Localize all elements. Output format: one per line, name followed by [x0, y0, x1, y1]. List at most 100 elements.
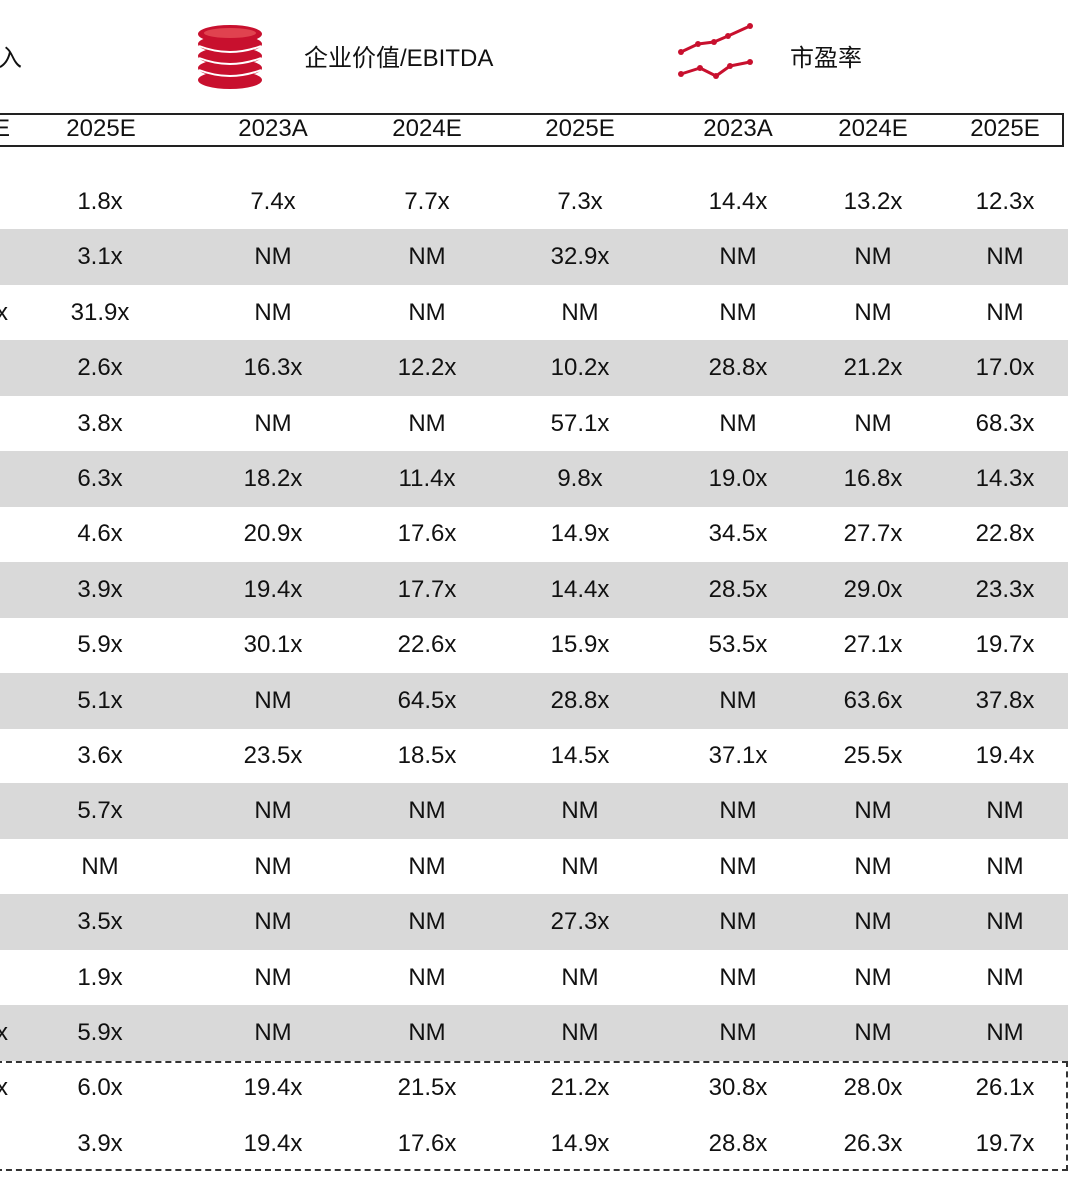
table-row	[0, 839, 1068, 895]
table-cell: 21.5x	[397, 1074, 457, 1102]
table-cell: 32.9x	[550, 243, 610, 271]
table-cell: 19.4x	[975, 742, 1035, 769]
table-cell: 12.3x	[975, 188, 1035, 215]
table-cell: 28.8x	[550, 686, 610, 714]
table-cell: NM	[561, 298, 599, 326]
line-trend-icon	[678, 23, 753, 79]
table-row	[0, 617, 1068, 673]
table-cell: 17.7x	[397, 575, 457, 603]
table-row	[0, 285, 1068, 341]
table-cell: NM	[408, 243, 446, 271]
table-cell: 22.8x	[975, 520, 1035, 548]
table-cell: 53.5x	[708, 631, 768, 659]
row-lead-fragment: x	[0, 1074, 8, 1102]
table-cell: 4.6x	[77, 520, 123, 548]
table-cell: NM	[254, 963, 292, 991]
table-cell: 28.8x	[708, 1129, 768, 1157]
table-cell: NM	[719, 852, 757, 880]
table-cell: NM	[719, 686, 757, 714]
table-cell: 23.3x	[975, 575, 1035, 603]
table-cell: NM	[254, 409, 292, 437]
table-cell: 7.7x	[404, 188, 450, 215]
table-cell: NM	[854, 852, 892, 880]
table-cell: NM	[719, 963, 757, 991]
table-cell: NM	[986, 1019, 1024, 1046]
table-cell: NM	[854, 797, 892, 825]
table-cell: 7.4x	[250, 188, 296, 215]
table-cell: 28.8x	[708, 354, 768, 382]
table-cell: 17.0x	[975, 354, 1035, 382]
table-cell: 27.1x	[843, 631, 903, 659]
table-cell: NM	[719, 797, 757, 825]
table-cell: 2.6x	[77, 354, 123, 382]
table-cell: 22.6x	[397, 631, 457, 659]
table-cell: NM	[561, 1019, 599, 1046]
table-cell: 5.1x	[77, 686, 123, 714]
table-cell: NM	[408, 797, 446, 825]
table-cell: 17.6x	[397, 1129, 457, 1157]
table-cell: 20.9x	[243, 520, 303, 548]
row-lead-fragment: x	[0, 298, 8, 326]
table-cell: 1.8x	[77, 188, 123, 215]
table-cell: 19.7x	[975, 631, 1035, 659]
table-cell: 29.0x	[843, 575, 903, 603]
table-cell: 34.5x	[708, 520, 768, 548]
table-cell: 5.9x	[77, 631, 123, 659]
table-cell: NM	[254, 1019, 292, 1046]
table-cell: 21.2x	[550, 1074, 610, 1102]
table-cell: 16.3x	[243, 354, 303, 382]
table-cell: 19.4x	[243, 1074, 303, 1102]
table-cell: 19.4x	[243, 1129, 303, 1157]
pe-ratio-header: 市盈率	[790, 45, 862, 72]
table-cell: 14.9x	[550, 520, 610, 548]
table-cell: 19.4x	[243, 575, 303, 603]
table-cell: NM	[719, 1019, 757, 1046]
table-row	[0, 783, 1068, 840]
table-cell: NM	[986, 963, 1024, 991]
table-cell: 28.0x	[843, 1074, 903, 1102]
table-cell: NM	[408, 409, 446, 437]
table-cell: NM	[719, 409, 757, 437]
table-cell: 31.9x	[70, 298, 130, 326]
table-cell: NM	[408, 298, 446, 326]
table-cell: NM	[854, 908, 892, 936]
year-header-bar	[0, 113, 1064, 147]
table-cell: 25.5x	[843, 742, 903, 769]
table-cell: 6.0x	[77, 1074, 123, 1102]
table-cell: 13.2x	[843, 188, 903, 215]
table-cell: NM	[254, 797, 292, 825]
table-cell: 19.7x	[975, 1129, 1035, 1157]
table-cell: 3.9x	[77, 575, 123, 603]
table-cell: 12.2x	[397, 354, 457, 382]
table-cell: 3.5x	[77, 908, 123, 936]
table-cell: NM	[986, 243, 1024, 271]
table-cell: 14.3x	[975, 465, 1035, 492]
table-cell: NM	[719, 908, 757, 936]
table-row	[0, 561, 1068, 618]
table-cell: NM	[986, 797, 1024, 825]
table-cell: 6.3x	[77, 465, 123, 492]
table-cell: 63.6x	[843, 686, 903, 714]
year-label: 2023A	[238, 115, 308, 142]
table-cell: NM	[254, 686, 292, 714]
year-label: E	[0, 115, 11, 142]
table-cell: NM	[408, 963, 446, 991]
table-cell: 14.4x	[708, 188, 768, 215]
table-cell: NM	[561, 852, 599, 880]
table-cell: NM	[854, 409, 892, 437]
table-cell: NM	[719, 243, 757, 271]
table-cell: NM	[254, 908, 292, 936]
year-label: 2024E	[392, 115, 462, 142]
table-row	[0, 506, 1068, 562]
table-cell: 14.9x	[550, 1129, 610, 1157]
table-cell: 7.3x	[557, 188, 603, 215]
year-label: 2023A	[703, 115, 773, 142]
table-cell: NM	[408, 908, 446, 936]
table-cell: NM	[408, 852, 446, 880]
table-row	[0, 451, 1068, 507]
table-cell: 5.7x	[77, 797, 123, 825]
table-cell: 3.9x	[77, 1129, 123, 1157]
table-cell: 37.1x	[708, 742, 768, 769]
table-cell: NM	[254, 243, 292, 271]
table-cell: NM	[81, 852, 119, 880]
